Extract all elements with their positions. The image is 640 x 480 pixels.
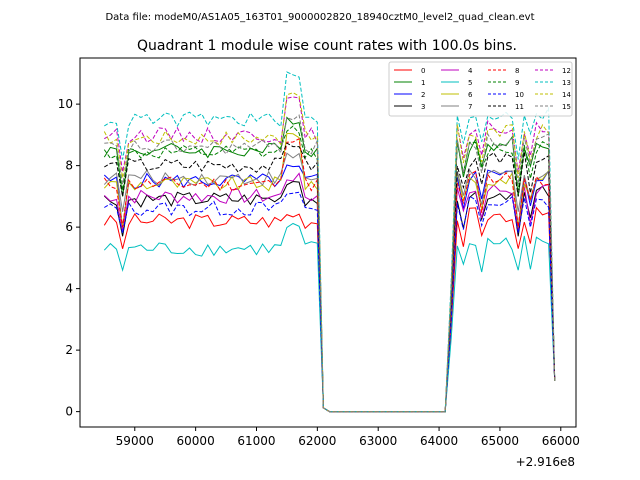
x-tick-label: 60000 xyxy=(177,434,215,448)
legend-label-0: 0 xyxy=(421,67,425,75)
x-tick-label: 65000 xyxy=(481,434,519,448)
suptitle: Data file: modeM0/AS1A05_163T01_90000028… xyxy=(105,12,534,23)
legend-label-2: 2 xyxy=(421,91,425,99)
legend-label-12: 12 xyxy=(562,67,571,75)
y-axis: 0 2 4 6 8 10 xyxy=(58,97,80,419)
y-tick-label: 4 xyxy=(65,282,73,296)
x-offset-label: +2.916e8 xyxy=(516,455,575,469)
legend-label-14: 14 xyxy=(562,91,571,99)
legend-label-3: 3 xyxy=(421,103,425,111)
x-tick-label: 61000 xyxy=(237,434,275,448)
series-line-8 xyxy=(103,138,556,413)
x-tick-label: 62000 xyxy=(298,434,336,448)
series-line-9 xyxy=(103,125,556,413)
legend-label-13: 13 xyxy=(562,79,571,87)
series-line-12 xyxy=(104,96,556,413)
y-tick-label: 6 xyxy=(65,220,73,234)
series-line-15 xyxy=(104,114,556,413)
legend-label-1: 1 xyxy=(421,79,425,87)
x-tick-label: 59000 xyxy=(116,434,154,448)
x-tick-label: 64000 xyxy=(420,434,458,448)
legend-label-11: 11 xyxy=(515,103,524,111)
y-tick-label: 0 xyxy=(65,405,73,419)
x-axis: 59000 60000 61000 62000 63000 64000 65000 66000 xyxy=(116,427,580,448)
legend-label-9: 9 xyxy=(515,79,519,87)
y-tick-label: 10 xyxy=(58,97,73,111)
y-tick-label: 2 xyxy=(65,343,73,357)
legend-label-5: 5 xyxy=(468,79,472,87)
chart-title: Quadrant 1 module wise count rates with … xyxy=(137,38,517,54)
plot-area xyxy=(103,71,556,413)
axes-frame xyxy=(79,57,577,428)
legend-label-7: 7 xyxy=(468,103,472,111)
legend-label-4: 4 xyxy=(468,67,473,75)
legend-box xyxy=(388,61,573,117)
legend-label-6: 6 xyxy=(468,91,473,99)
legend-label-10: 10 xyxy=(515,91,524,99)
legend-label-15: 15 xyxy=(562,103,571,111)
y-tick-label: 8 xyxy=(65,159,73,173)
legend-label-8: 8 xyxy=(515,67,519,75)
x-tick-label: 66000 xyxy=(542,434,580,448)
x-tick-label: 63000 xyxy=(359,434,397,448)
